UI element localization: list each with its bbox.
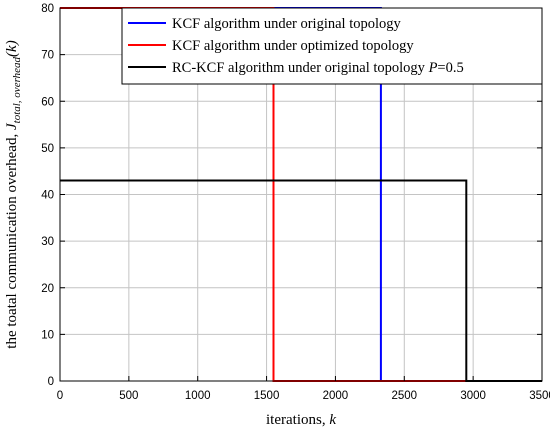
x-axis-title-main: iterations, [266,412,329,428]
x-axis-title: iterations, k [266,412,336,428]
y-tick-label: 40 [41,190,54,202]
y-tick-label: 30 [41,236,54,248]
x-axis-title-var: k [329,412,336,428]
x-tick-label: 1500 [254,390,280,402]
y-tick-label: 60 [41,96,54,108]
y-axis-title-var: J [4,122,20,130]
x-tick-label: 3000 [460,390,486,402]
y-tick-label: 0 [48,376,54,388]
legend-box [121,7,543,85]
y-tick-label: 10 [41,329,54,341]
y-axis-title: the toatal communication overhead, Jtota… [4,40,23,348]
y-tick-label: 70 [41,50,54,62]
y-tick-label: 20 [41,283,54,295]
legend-label-2: KCF algorithm under optimized topology [172,38,414,54]
x-tick-label: 500 [119,390,138,402]
y-axis-title-sub: total, overhead [11,56,23,123]
x-tick-label: 2000 [323,390,349,402]
legend: KCF algorithm under original topology KCF… [121,7,543,85]
legend-label-1: KCF algorithm under original topology [172,16,402,32]
x-tick-label: 1000 [185,390,211,402]
x-tick-label: 2500 [391,390,417,402]
y-tick-label: 50 [41,143,54,155]
series-line-3 [60,179,542,382]
legend-label-3: RC-KCF algorithm under original topology… [172,60,464,76]
y-axis-title-main: the toatal communication overhead, [4,130,20,349]
y-axis-title-arg: (k) [4,40,20,57]
x-tick-label: 0 [57,390,63,402]
y-tick-label: 80 [41,3,54,15]
